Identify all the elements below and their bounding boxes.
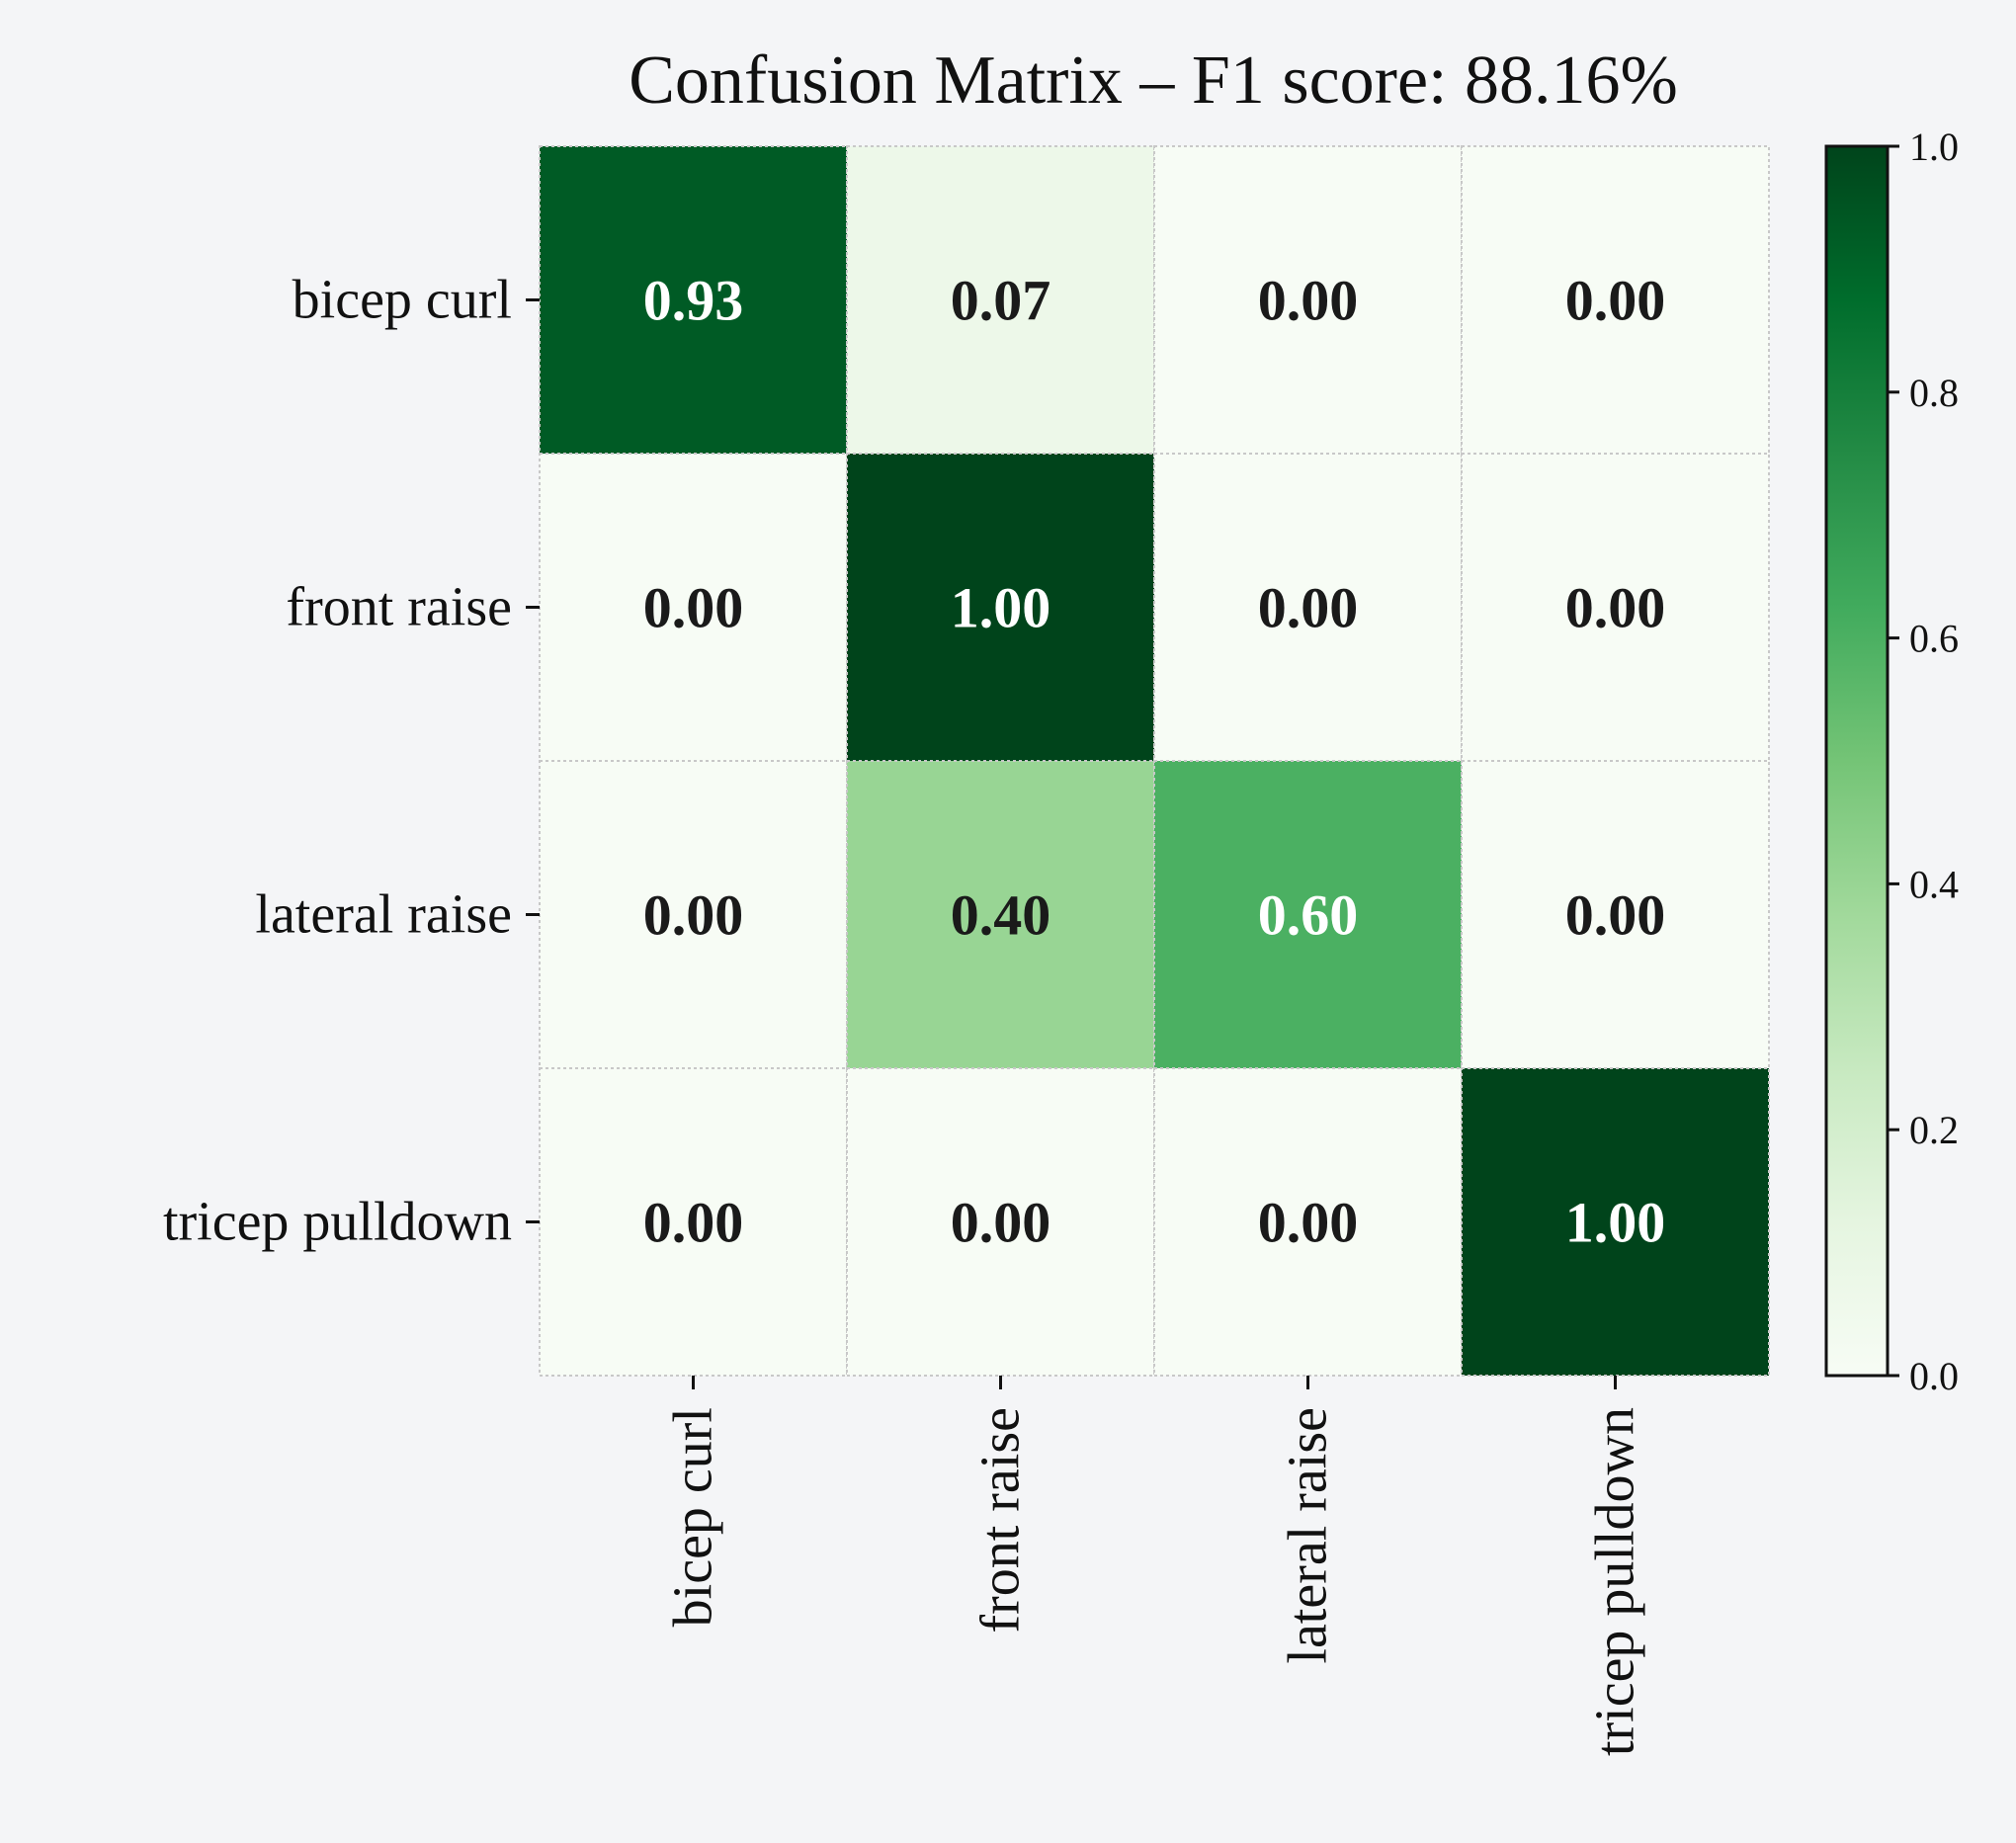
cell-value-label: 0.00 bbox=[951, 1191, 1051, 1255]
colorbar-tick-label: 0.8 bbox=[1909, 371, 1959, 415]
colorbar-tick-label: 1.0 bbox=[1909, 125, 1959, 169]
cell-value-label: 0.07 bbox=[951, 269, 1051, 333]
y-tick-label: front raise bbox=[286, 577, 512, 638]
colorbar-tick-label: 0.0 bbox=[1909, 1354, 1959, 1398]
cell-value-label: 0.00 bbox=[643, 1191, 744, 1255]
heatmap-cell bbox=[1461, 1067, 1770, 1377]
cell-value-label: 0.00 bbox=[1258, 576, 1359, 640]
x-tick-label: bicep curl bbox=[663, 1407, 724, 1627]
cell-value-label: 0.40 bbox=[951, 883, 1051, 948]
heatmap-cell bbox=[846, 453, 1155, 762]
cell-value-label: 0.00 bbox=[1258, 1191, 1359, 1255]
heatmap-cell bbox=[846, 145, 1155, 455]
x-axis-tick-labels: bicep curl front raise lateral raise tricep… bbox=[663, 1376, 1646, 1756]
cell-value-label: 0.60 bbox=[1258, 883, 1359, 948]
chart-title: Confusion Matrix – F1 score: 88.16% bbox=[629, 42, 1678, 119]
heatmap-cell bbox=[1461, 760, 1770, 1069]
colorbar: 0.0 0.2 0.4 0.6 0.8 1.0 bbox=[1824, 125, 1959, 1398]
cell-value-label: 0.00 bbox=[1258, 269, 1359, 333]
cell-value-label: 1.00 bbox=[951, 576, 1051, 640]
x-tick-label: lateral raise bbox=[1278, 1407, 1339, 1664]
x-tick-label: tricep pulldown bbox=[1585, 1407, 1646, 1756]
y-axis-tick-labels: bicep curl front raise lateral raise tricep… bbox=[163, 270, 540, 1253]
cell-value-label: 0.00 bbox=[643, 576, 744, 640]
heatmap-cell bbox=[539, 1067, 848, 1377]
heatmap-cell bbox=[1153, 145, 1463, 455]
heatmap-cell bbox=[846, 1067, 1155, 1377]
cell-value-label: 1.00 bbox=[1565, 1191, 1666, 1255]
heatmap-cell bbox=[1461, 145, 1770, 455]
y-tick-label: tricep pulldown bbox=[163, 1192, 512, 1253]
heatmap-cell bbox=[846, 760, 1155, 1069]
colorbar-gradient bbox=[1824, 144, 1890, 1378]
heatmap-cell bbox=[1461, 453, 1770, 762]
colorbar-tick-label: 0.6 bbox=[1909, 617, 1959, 661]
heatmap-cell bbox=[1153, 453, 1463, 762]
colorbar-tick-label: 0.4 bbox=[1909, 862, 1959, 906]
heatmap-cell bbox=[539, 760, 848, 1069]
x-tick-label: front raise bbox=[970, 1407, 1032, 1634]
cell-value-label: 0.00 bbox=[1565, 269, 1666, 333]
cell-value-label: 0.00 bbox=[1565, 883, 1666, 948]
colorbar-tick-label: 0.2 bbox=[1909, 1108, 1959, 1152]
y-tick-label: bicep curl bbox=[293, 270, 512, 331]
cell-value-label: 0.00 bbox=[1565, 576, 1666, 640]
heatmap-cell bbox=[1153, 760, 1463, 1069]
heatmap-cell bbox=[1153, 1067, 1463, 1377]
heatmap-grid: 0.93 0.07 0.00 0.00 0.00 1.00 0.00 0.00 0.00 0.40… bbox=[539, 145, 1770, 1377]
y-tick-label: lateral raise bbox=[255, 884, 512, 946]
cell-value-label: 0.00 bbox=[643, 883, 744, 948]
cell-value-label: 0.93 bbox=[643, 269, 744, 333]
